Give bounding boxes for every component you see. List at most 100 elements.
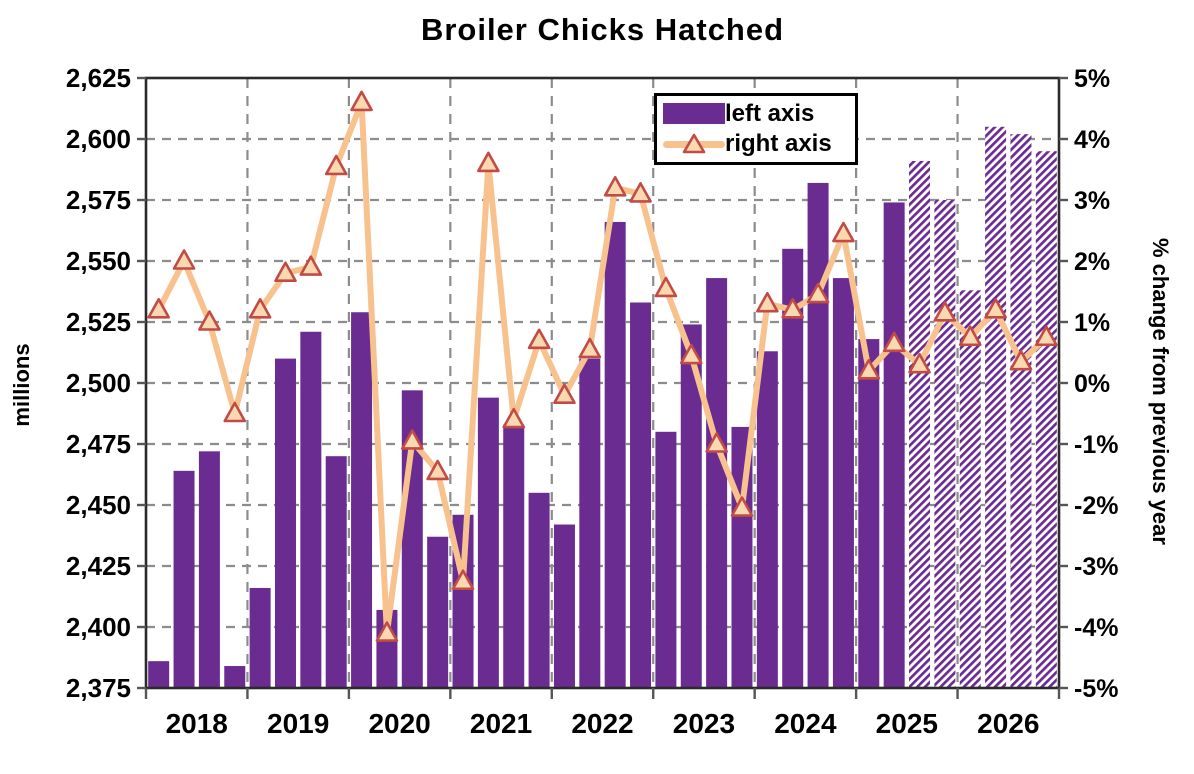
left-axis-tick-label: 2,375 <box>66 673 131 703</box>
triangle-marker <box>629 182 652 203</box>
triangle-marker <box>1009 349 1033 371</box>
left-axis-tick-label: 2,400 <box>66 612 131 642</box>
left-axis-title: millions <box>9 343 34 427</box>
left-axis-tick-label: 2,550 <box>66 246 131 276</box>
bar <box>477 397 499 688</box>
triangle-marker <box>603 176 627 197</box>
bar <box>706 278 728 688</box>
triangle-marker <box>350 90 373 112</box>
right-axis-tick-label: 3% <box>1074 187 1110 215</box>
triangle-marker <box>882 331 906 353</box>
bar <box>300 331 322 688</box>
bar <box>224 666 246 688</box>
left-axis-tick-label: 2,425 <box>66 551 131 581</box>
right-axis-tick-label: 1% <box>1074 309 1110 337</box>
triangle-marker <box>274 261 297 282</box>
bar <box>553 524 575 688</box>
left-axis-tick-label: 2,525 <box>66 307 131 337</box>
x-axis-year-label: 2021 <box>470 708 532 739</box>
triangle-marker <box>527 328 551 350</box>
right-axis-title: % change from previous year <box>1148 238 1173 545</box>
triangle-marker <box>908 352 931 374</box>
triangle-marker <box>299 255 323 276</box>
triangle-marker <box>756 291 779 313</box>
triangle-marker <box>933 301 957 322</box>
legend-item-left-axis: left axis <box>663 99 849 129</box>
bar <box>782 248 804 689</box>
x-axis-year-label: 2026 <box>977 708 1039 739</box>
forecast-bar <box>1010 134 1032 688</box>
forecast-bar <box>934 200 956 688</box>
triangle-marker <box>375 621 399 642</box>
triangle-marker-icon <box>682 134 706 154</box>
bar <box>756 351 778 688</box>
legend-item-right-axis: right axis <box>663 129 849 159</box>
triangle-marker <box>477 151 500 173</box>
triangle-marker <box>857 359 881 380</box>
triangle-marker <box>730 496 754 517</box>
chart-title: Broiler Chicks Hatched <box>420 12 785 47</box>
bar <box>351 312 373 688</box>
bar <box>148 661 170 688</box>
triangle-marker <box>553 383 576 404</box>
x-axis-year-label: 2025 <box>876 708 938 739</box>
left-axis-tick-label: 2,575 <box>66 185 131 215</box>
triangle-marker <box>832 221 855 243</box>
bar <box>832 278 854 688</box>
forecast-bar <box>1035 151 1057 688</box>
left-axis-tick-label: 2,450 <box>66 490 131 520</box>
bar <box>630 302 652 688</box>
triangle-marker <box>984 298 1007 319</box>
triangle-marker <box>502 407 526 429</box>
bar <box>198 451 220 688</box>
bar <box>579 358 601 688</box>
right-axis-tick-label: -2% <box>1074 492 1118 520</box>
x-axis-year-label: 2024 <box>774 708 837 739</box>
triangle-marker <box>324 154 348 176</box>
triangle-marker <box>451 569 475 591</box>
left-axis-tick-label: 2,600 <box>66 124 131 154</box>
triangle-marker <box>198 310 221 331</box>
right-axis-tick-label: 2% <box>1074 248 1110 276</box>
triangle-marker <box>223 401 247 423</box>
x-axis-year-label: 2018 <box>166 708 228 739</box>
bar <box>680 324 702 688</box>
right-axis-tick-label: -1% <box>1074 431 1118 459</box>
right-axis-tick-label: 5% <box>1074 65 1110 93</box>
bar <box>503 424 525 688</box>
legend: left axis right axis <box>654 93 858 165</box>
triangle-marker <box>705 432 728 453</box>
right-axis-tick-label: 4% <box>1074 126 1110 154</box>
bar <box>655 431 677 688</box>
right-axis-tick-label: -3% <box>1074 553 1118 581</box>
x-axis-year-label: 2022 <box>571 708 633 739</box>
triangle-marker <box>806 282 830 304</box>
forecast-bar <box>959 290 981 688</box>
triangle-marker <box>172 249 196 270</box>
left-axis-tick-label: 2,475 <box>66 429 131 459</box>
triangle-marker <box>679 343 703 365</box>
forecast-bar <box>985 126 1007 689</box>
bar <box>173 470 195 688</box>
forecast-bar <box>909 160 931 688</box>
left-axis-tick-label: 2,500 <box>66 368 131 398</box>
triangle-marker <box>958 325 982 347</box>
bar <box>528 492 550 688</box>
x-axis-year-label: 2019 <box>267 708 329 739</box>
legend-label-left-axis: left axis <box>725 99 815 127</box>
bar-swatch-icon <box>663 103 725 125</box>
line-swatch-icon <box>663 132 725 156</box>
legend-label-right-axis: right axis <box>725 130 832 158</box>
x-axis-year-label: 2023 <box>673 708 735 739</box>
right-axis-tick-label: -4% <box>1074 614 1118 642</box>
right-axis-tick-label: -5% <box>1074 675 1118 703</box>
bar <box>883 202 905 688</box>
triangle-marker <box>781 298 805 319</box>
triangle-marker <box>147 298 170 319</box>
triangle-marker <box>426 459 449 481</box>
right-axis-tick-label: 0% <box>1074 370 1110 398</box>
bar <box>249 587 271 688</box>
triangle-marker <box>578 337 602 359</box>
